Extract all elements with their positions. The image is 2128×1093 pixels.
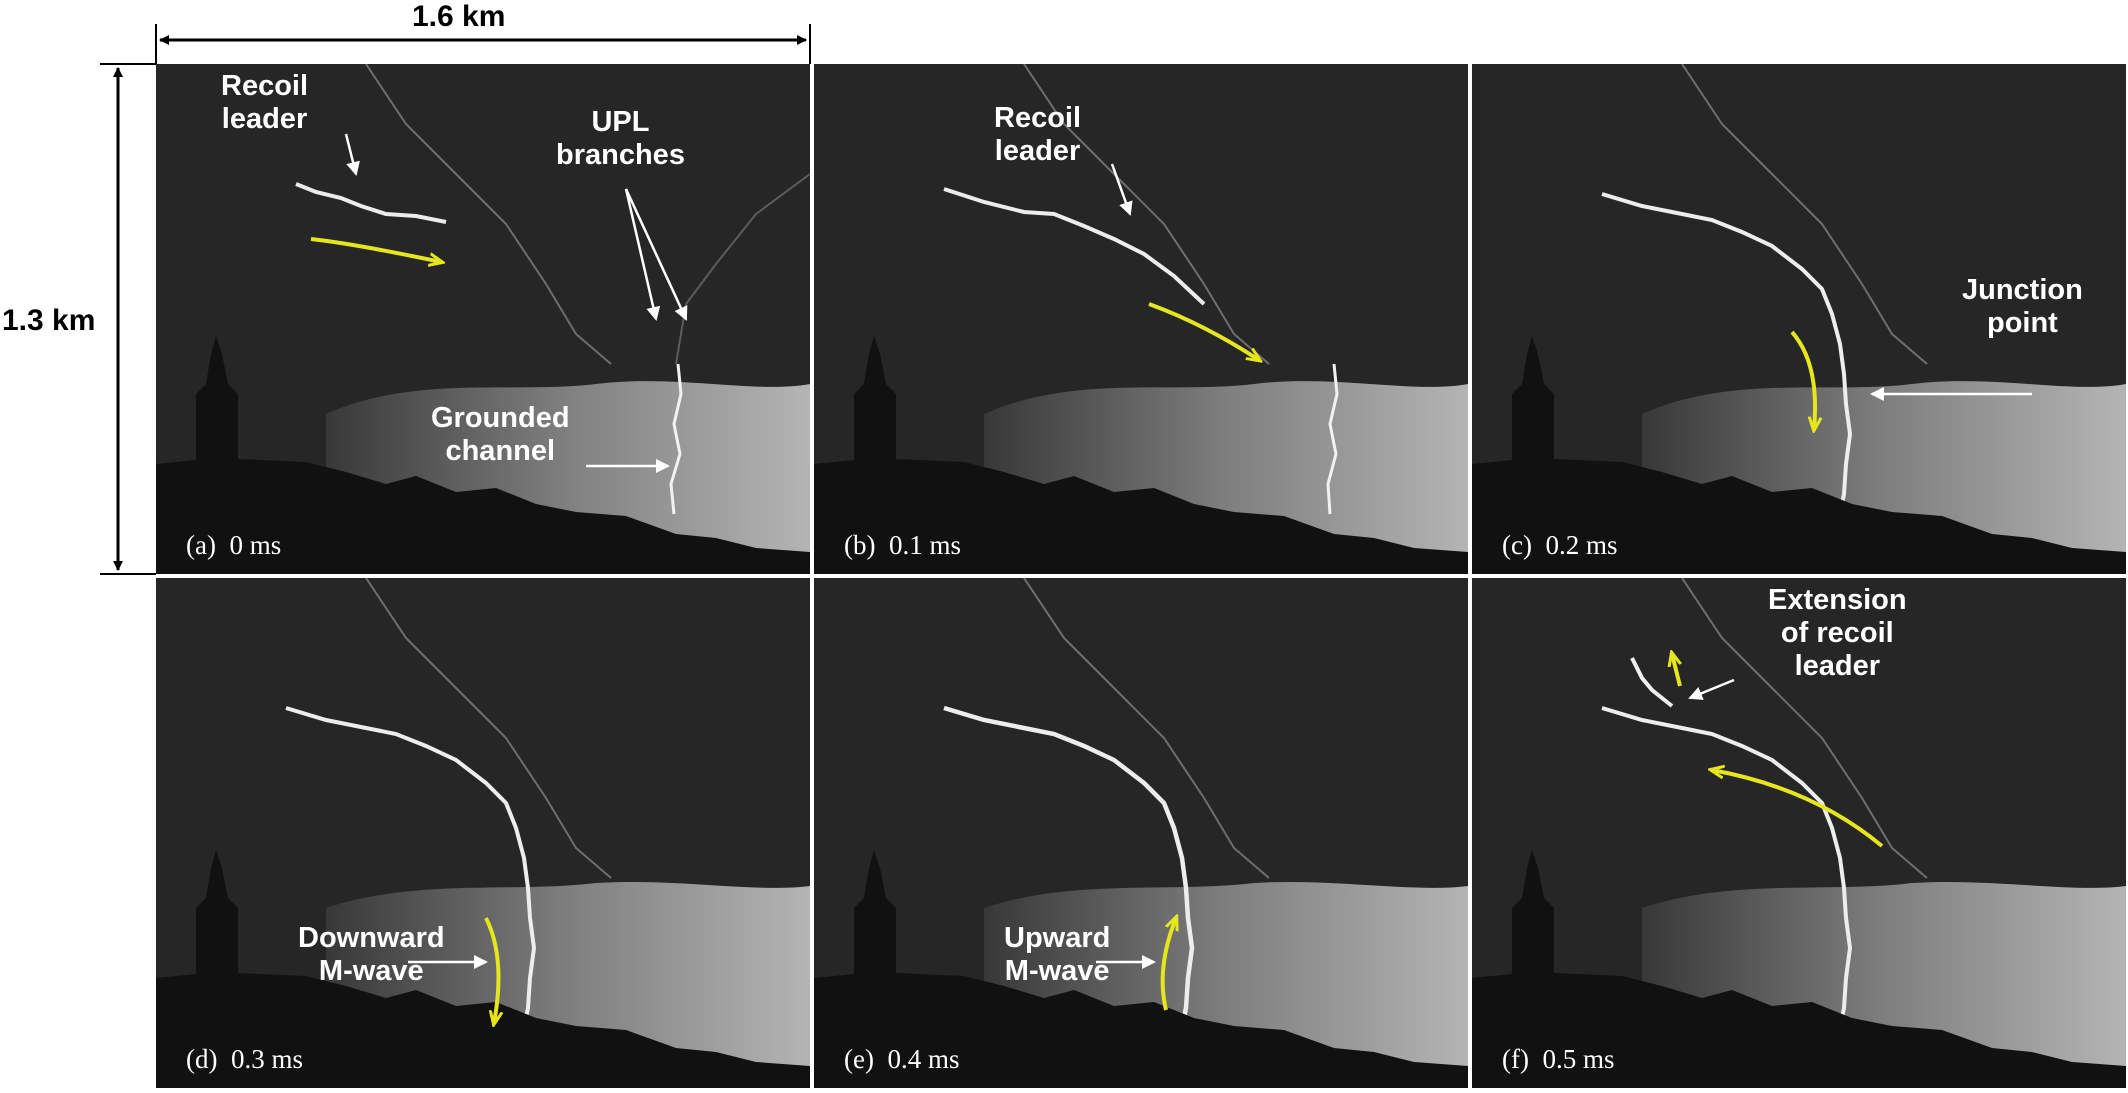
yellow-direction-arrow [1712, 770, 1884, 848]
skyline [814, 336, 1468, 574]
panel-b-caption: (b) 0.1 ms [844, 530, 961, 561]
junction-label-line1: Junction [1962, 274, 2083, 306]
recoil-leader [943, 705, 1195, 1039]
panel-e-tag: (e) [844, 1044, 874, 1074]
recoil-leader [943, 187, 1206, 306]
panel-e-caption: (e) 0.4 ms [844, 1044, 959, 1075]
extension-label-line3: leader [1794, 650, 1881, 682]
upward-mwave-label: Upward M-wave [1004, 922, 1110, 988]
width-scale-label: 1.6 km [412, 0, 506, 33]
panel-d-caption: (d) 0.3 ms [186, 1044, 303, 1075]
panel-d-time: 0.3 ms [230, 1044, 303, 1074]
grounded-channel [1326, 363, 1339, 515]
panel-e: Upward M-wave (e) 0.4 ms [814, 578, 1468, 1088]
mwave-label-line2: M-wave [1004, 955, 1110, 987]
upl-faint-branch [365, 578, 612, 879]
recoil-leader-label: Recoil leader [221, 70, 308, 136]
panel-f-caption: (f) 0.5 ms [1502, 1044, 1615, 1075]
panel-b-tag: (b) [844, 530, 876, 560]
skyline [156, 336, 810, 574]
extension-label: Extension of recoil leader [1768, 584, 1907, 683]
yellow-direction-arrow [1160, 918, 1176, 1011]
panel-b: Recoil leader (b) 0.1 ms [814, 64, 1468, 574]
panel-e-scene [814, 578, 1468, 1088]
panel-c-tag: (c) [1502, 530, 1532, 560]
upl-faint-branch [1681, 64, 1928, 365]
recoil-leader [285, 706, 537, 1039]
upl-branches-label: UPL branches [556, 106, 685, 172]
upl-pointer-2 [624, 188, 688, 321]
mwave-label-line1: Upward [1004, 922, 1111, 954]
panel-c-time: 0.2 ms [1545, 530, 1618, 560]
recoil-leader [1601, 706, 1853, 1039]
upl-faint-branch [1023, 64, 1270, 365]
panel-b-time: 0.1 ms [888, 530, 961, 560]
upl-faint-branch [1023, 578, 1270, 879]
upl-faint-branch-2 [675, 173, 810, 365]
recoil-leader-pointer [344, 133, 360, 176]
panel-a-caption: (a) 0 ms [186, 530, 281, 561]
recoil-label-line2: leader [994, 135, 1081, 167]
panel-b-scene [814, 64, 1468, 574]
panel-c: Junction point (c) 0.2 ms [1472, 64, 2126, 574]
mwave-label-line1: Downward [298, 922, 445, 954]
upl-faint-branch [365, 64, 612, 365]
recoil-label-line1: Recoil [994, 102, 1082, 134]
panel-d-scene [156, 578, 810, 1088]
yellow-direction-arrow [310, 237, 441, 262]
grounded-channel-label: Grounded channel [431, 402, 570, 468]
skyline [1472, 336, 2126, 574]
junction-label-line2: point [1986, 307, 2058, 339]
recoil-label-line2: leader [221, 103, 308, 135]
panel-f: Extension of recoil leader (f) 0.5 ms [1472, 578, 2126, 1088]
panel-a-tag: (a) [186, 530, 216, 560]
yellow-direction-arrow [1790, 330, 1815, 429]
downward-mwave-label: Downward M-wave [298, 922, 445, 988]
panel-d-tag: (d) [186, 1044, 218, 1074]
recoil-leader-pointer [1110, 163, 1133, 216]
panel-e-time: 0.4 ms [887, 1044, 960, 1074]
mwave-label-line2: M-wave [318, 955, 424, 987]
panel-c-caption: (c) 0.2 ms [1502, 530, 1617, 561]
panel-c-scene [1472, 64, 2126, 574]
height-scale-label: 1.3 km [2, 304, 96, 337]
grounded-channel [669, 363, 683, 515]
yellow-extension-arrow [1672, 654, 1682, 687]
skyline [156, 850, 810, 1088]
panel-f-scene [1472, 578, 2126, 1088]
grounded-label-line1: Grounded [431, 402, 570, 434]
grounded-label-line2: channel [445, 435, 556, 467]
skyline [814, 850, 1468, 1088]
upl-label-line2: branches [556, 139, 685, 171]
recoil-leader-extension [1630, 657, 1674, 708]
yellow-direction-arrow [1148, 302, 1259, 360]
recoil-label-line1: Recoil [221, 70, 309, 102]
junction-point-label: Junction point [1962, 274, 2083, 340]
yellow-direction-arrow [484, 917, 499, 1023]
panel-f-tag: (f) [1502, 1044, 1529, 1074]
upl-pointer-1 [624, 188, 661, 321]
panel-a: Recoil leader UPL branches Grounded chan… [156, 64, 810, 574]
upl-faint-branch [1681, 578, 1928, 879]
upl-label-line1: UPL [591, 106, 650, 138]
image-grid: Recoil leader UPL branches Grounded chan… [156, 64, 2128, 1093]
recoil-leader [1601, 192, 1853, 525]
panel-d: Downward M-wave (d) 0.3 ms [156, 578, 810, 1088]
panel-a-time: 0 ms [229, 530, 282, 560]
recoil-leader [295, 182, 447, 224]
panel-f-time: 0.5 ms [1542, 1044, 1615, 1074]
extension-label-line1: Extension [1768, 584, 1907, 616]
panel-a-scene [156, 64, 810, 574]
skyline [1472, 850, 2126, 1088]
recoil-leader-label: Recoil leader [994, 102, 1081, 168]
extension-pointer [1688, 678, 1735, 700]
extension-label-line2: of recoil [1780, 617, 1894, 649]
